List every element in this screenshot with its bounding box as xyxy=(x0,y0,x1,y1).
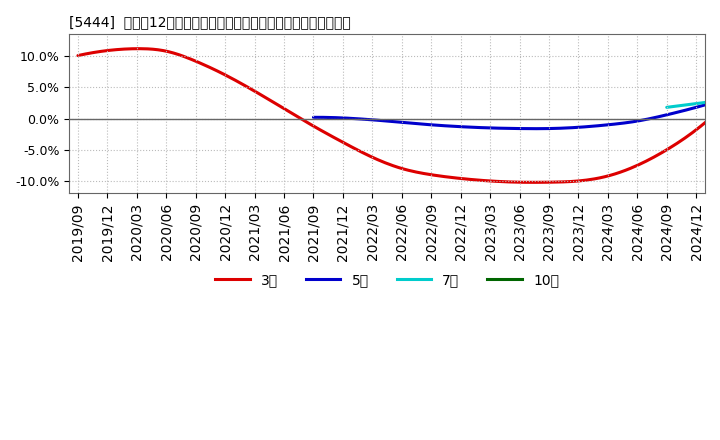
7年 xyxy=(716,98,720,103)
3年 xyxy=(485,178,493,183)
3年 xyxy=(135,46,144,51)
Line: 7年: 7年 xyxy=(667,93,720,107)
Line: 3年: 3年 xyxy=(78,49,720,182)
3年 xyxy=(200,62,209,68)
5年 xyxy=(568,125,577,130)
5年 xyxy=(624,120,633,125)
5年 xyxy=(405,120,413,125)
Legend: 3年, 5年, 7年, 10年: 3年, 5年, 7年, 10年 xyxy=(210,267,564,292)
Line: 5年: 5年 xyxy=(313,92,720,136)
3年 xyxy=(528,180,537,185)
5年 xyxy=(309,115,318,120)
3年 xyxy=(73,53,82,58)
Text: [5444]  売上高12か月移動合計の対前年同期増減率の平均値の推移: [5444] 売上高12か月移動合計の対前年同期増減率の平均値の推移 xyxy=(69,15,351,29)
7年 xyxy=(662,105,671,110)
3年 xyxy=(412,169,420,175)
